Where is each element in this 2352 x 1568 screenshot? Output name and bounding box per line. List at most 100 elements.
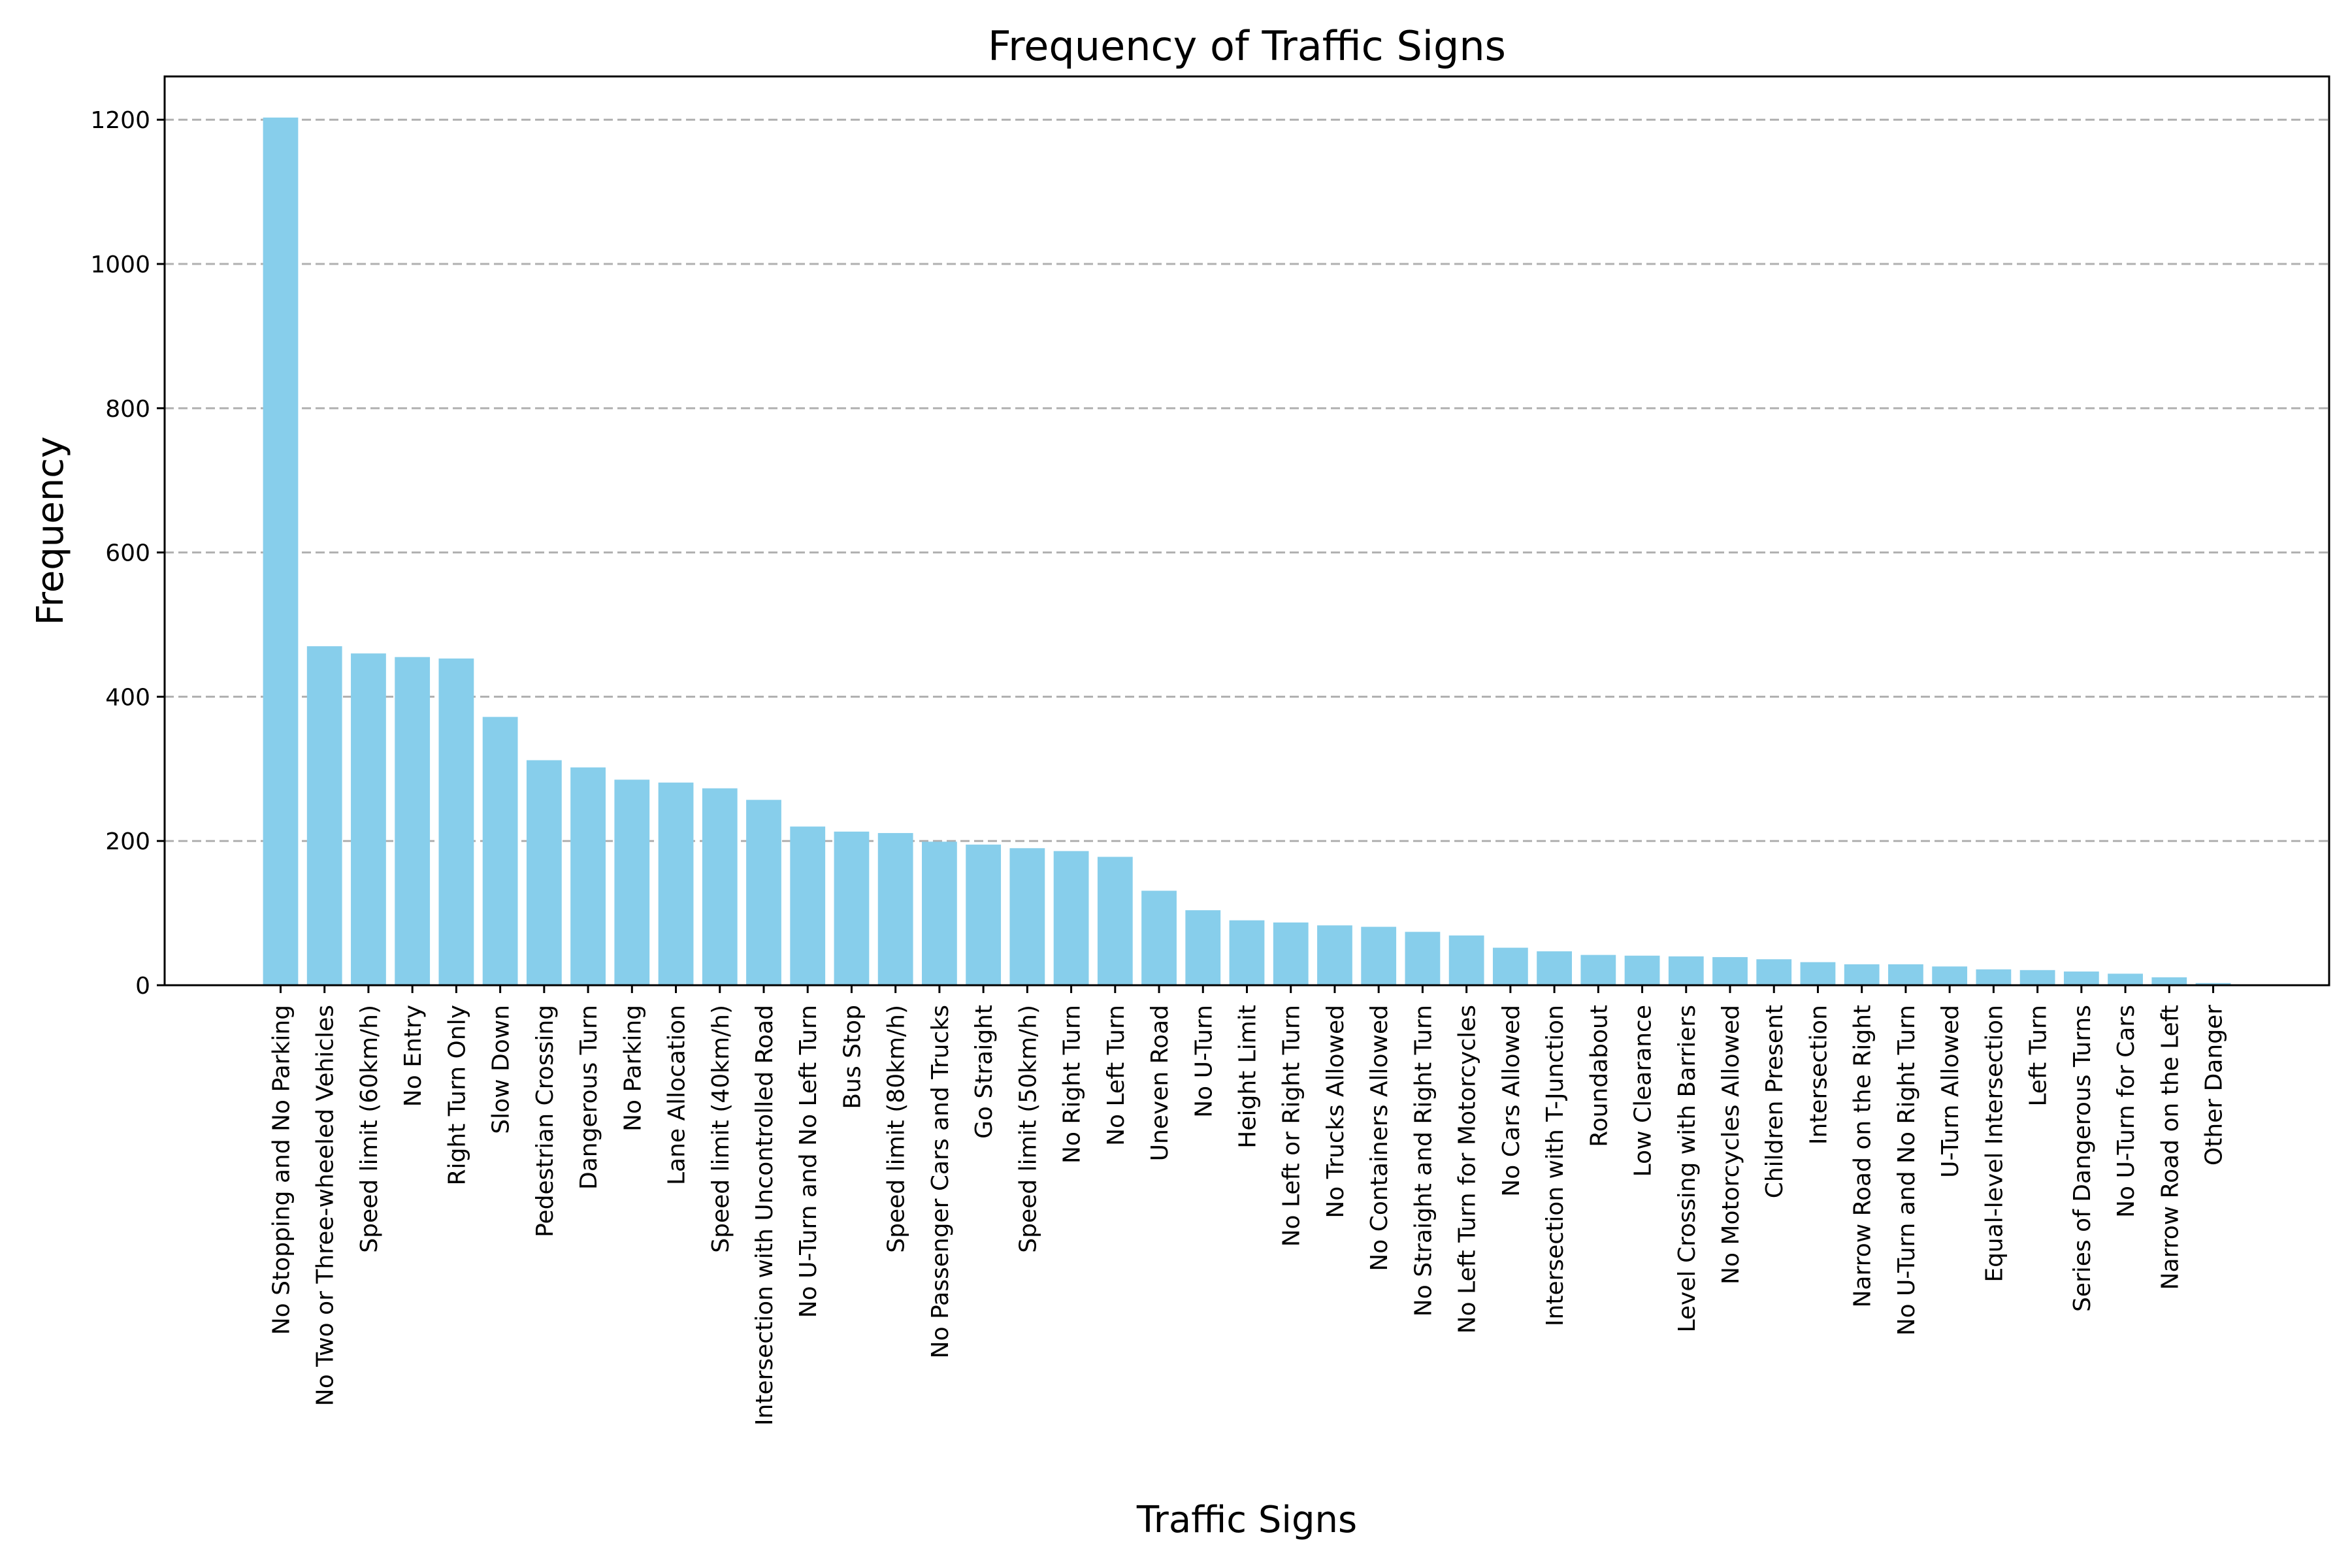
bar <box>1053 851 1089 985</box>
bar <box>1009 848 1045 985</box>
x-tick-label: Roundabout <box>1586 1005 1612 1147</box>
x-tick-label: No Passenger Cars and Trucks <box>927 1005 954 1358</box>
x-tick-label: No Stopping and No Parking <box>268 1005 295 1335</box>
bars <box>263 117 2231 986</box>
y-tick-label: 600 <box>105 540 150 567</box>
x-tick-label: Speed limit (80km/h) <box>883 1005 910 1253</box>
x-tick-label: Narrow Road on the Right <box>1850 1005 1876 1307</box>
bar <box>1800 962 1836 985</box>
x-tick-label: Go Straight <box>971 1005 998 1139</box>
y-tick-label: 800 <box>105 396 150 423</box>
bar <box>526 760 562 985</box>
x-tick-label: No Straight and Right Turn <box>1410 1005 1437 1316</box>
bar <box>1448 935 1484 985</box>
x-tick-label: No Trucks Allowed <box>1322 1005 1349 1218</box>
bar <box>2108 973 2143 985</box>
y-tick-label: 400 <box>105 684 150 711</box>
x-tick-label: No Entry <box>400 1005 427 1107</box>
bar <box>263 117 299 986</box>
x-tick-label: Low Clearance <box>1630 1005 1657 1177</box>
bar <box>395 657 431 985</box>
x-axis: No Stopping and No Parking No Two or Thre… <box>268 985 2228 1426</box>
x-tick-label: Series of Dangerous Turns <box>2069 1005 2096 1312</box>
bar <box>1361 926 1397 985</box>
bar <box>1888 964 1923 985</box>
x-tick-label: No Motorcycles Allowed <box>1718 1005 1744 1284</box>
x-tick-label: No Right Turn <box>1059 1005 1086 1164</box>
chart-title: Frequency of Traffic Signs <box>988 22 1506 70</box>
x-tick-label: Intersection with Uncontrolled Road <box>751 1005 778 1426</box>
x-tick-label: Speed limit (50km/h) <box>1015 1005 1041 1253</box>
x-tick-label: Dangerous Turn <box>576 1005 602 1190</box>
bar <box>1141 890 1177 985</box>
x-tick-label: No Two or Three-wheeled Vehicles <box>312 1005 339 1406</box>
bar <box>746 800 781 985</box>
x-tick-label: Speed limit (60km/h) <box>356 1005 383 1253</box>
x-tick-label: No U-Turn and No Left Turn <box>795 1005 822 1318</box>
bar <box>1844 964 1880 985</box>
x-tick-label: No Containers Allowed <box>1366 1005 1393 1271</box>
x-tick-label: Intersection <box>1805 1005 1832 1145</box>
x-tick-label: U-Turn Allowed <box>1937 1005 1964 1178</box>
bar <box>1537 951 1572 985</box>
bar <box>790 826 826 985</box>
x-tick-label: Other Danger <box>2201 1005 2228 1166</box>
bar <box>1405 932 1441 985</box>
bar <box>834 831 870 985</box>
bar <box>351 653 386 985</box>
y-tick-label: 200 <box>105 828 150 855</box>
bar <box>2195 983 2231 985</box>
x-tick-label: No Cars Allowed <box>1498 1005 1525 1197</box>
bar <box>482 717 518 985</box>
bar <box>1932 966 1968 985</box>
bar <box>570 767 606 985</box>
x-tick-label: Uneven Road <box>1147 1005 1173 1161</box>
bar <box>2019 970 2055 985</box>
bar <box>702 788 738 985</box>
x-tick-label: Lane Allocation <box>664 1005 691 1185</box>
bar <box>1756 959 1792 985</box>
bar <box>966 844 1002 985</box>
x-tick-label: Height Limit <box>1235 1005 1262 1149</box>
bar <box>1668 956 1704 985</box>
bar <box>1317 925 1352 985</box>
y-axis-title: Frequency <box>29 436 72 625</box>
x-tick-label: Slow Down <box>488 1005 515 1134</box>
bar <box>2151 977 2187 985</box>
bar <box>1185 910 1221 985</box>
y-tick-label: 1200 <box>90 107 150 134</box>
bar <box>1097 857 1133 985</box>
bar <box>614 779 650 985</box>
x-tick-label: Equal-level Intersection <box>1981 1005 2008 1282</box>
x-tick-label: No Left Turn for Motorcycles <box>1454 1005 1481 1333</box>
x-tick-label: Speed limit (40km/h) <box>708 1005 734 1253</box>
x-tick-label: No Left or Right Turn <box>1279 1005 1305 1247</box>
x-tick-label: No Parking <box>619 1005 646 1132</box>
x-tick-label: Right Turn Only <box>444 1005 470 1185</box>
x-tick-label: Level Crossing with Barriers <box>1674 1005 1701 1333</box>
bar <box>1624 955 1660 985</box>
x-tick-label: No Left Turn <box>1103 1005 1130 1146</box>
y-tick-label: 1000 <box>90 252 150 278</box>
x-tick-label: Intersection with T-Junction <box>1542 1005 1569 1326</box>
x-tick-label: Pedestrian Crossing <box>532 1005 559 1237</box>
bar <box>1229 920 1265 985</box>
x-tick-label: Left Turn <box>2025 1005 2052 1107</box>
bar <box>922 841 957 985</box>
y-tick-label: 0 <box>135 973 150 1000</box>
bar <box>1492 947 1528 985</box>
bar <box>306 646 342 985</box>
y-axis: 0 200 400 600 800 1000 1200 <box>90 107 165 1000</box>
x-tick-label: No U-Turn <box>1190 1005 1217 1118</box>
bar <box>1976 969 2012 985</box>
bar <box>2063 972 2099 985</box>
bar <box>438 658 474 985</box>
bar <box>1273 922 1309 985</box>
x-tick-label: Bus Stop <box>839 1005 866 1109</box>
x-tick-label: Children Present <box>1761 1005 1788 1198</box>
x-axis-title: Traffic Signs <box>1136 1499 1357 1541</box>
x-tick-label: No U-Turn and No Right Turn <box>1893 1005 1920 1335</box>
gridlines <box>165 118 2329 842</box>
bar <box>658 782 694 985</box>
